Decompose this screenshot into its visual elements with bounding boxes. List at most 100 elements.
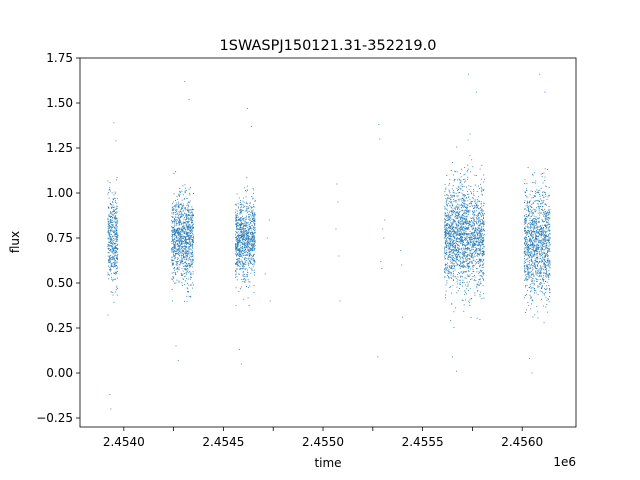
data-point (173, 228, 175, 230)
data-point (176, 252, 178, 254)
data-point (188, 290, 190, 292)
data-point (172, 213, 174, 215)
data-point (527, 209, 529, 211)
data-point (467, 241, 469, 243)
data-point (446, 229, 448, 231)
data-point (117, 266, 119, 268)
data-point (474, 211, 476, 213)
data-point (254, 214, 256, 215)
data-point (184, 207, 185, 209)
data-point (477, 238, 479, 239)
data-point (246, 209, 248, 211)
data-point (474, 252, 476, 254)
data-point (180, 251, 182, 253)
data-point (242, 207, 244, 209)
data-point (236, 244, 238, 246)
data-point (483, 246, 485, 248)
data-point (242, 240, 244, 242)
data-point (542, 244, 544, 246)
data-point (527, 278, 528, 280)
data-point (533, 218, 534, 220)
data-point (171, 272, 173, 274)
data-point (189, 244, 191, 246)
data-point (526, 274, 528, 276)
data-point (469, 220, 470, 222)
data-point (241, 261, 243, 263)
data-point (476, 258, 478, 260)
data-point (444, 277, 446, 279)
data-point (176, 261, 178, 263)
data-point (176, 223, 178, 225)
data-point (546, 243, 547, 245)
data-point (112, 257, 114, 259)
data-point (447, 231, 448, 233)
data-point (115, 207, 117, 209)
data-point (176, 230, 178, 231)
data-point (240, 264, 242, 266)
data-point (528, 268, 530, 269)
data-point (476, 207, 478, 209)
data-point (185, 229, 187, 231)
data-point (475, 239, 477, 241)
data-point (177, 253, 179, 255)
data-point (450, 243, 452, 245)
data-point (549, 238, 551, 240)
data-point (447, 227, 449, 229)
data-point (480, 270, 482, 272)
data-point (475, 215, 477, 216)
data-point (246, 254, 248, 256)
data-point (250, 223, 252, 224)
data-point (243, 205, 245, 207)
data-point (477, 238, 479, 240)
data-point (473, 236, 475, 238)
data-point (190, 259, 192, 261)
data-point (460, 216, 462, 218)
data-point (542, 233, 544, 235)
data-point (453, 249, 454, 251)
data-point (241, 209, 243, 211)
data-point (482, 222, 483, 224)
data-point (107, 225, 109, 227)
data-point (183, 248, 185, 250)
data-point (476, 317, 478, 319)
data-point (177, 221, 179, 223)
data-point (181, 240, 183, 242)
data-point (192, 247, 194, 249)
data-point (452, 252, 454, 254)
data-point (247, 232, 249, 234)
data-point (174, 204, 176, 206)
data-point (444, 242, 446, 244)
data-point (545, 273, 547, 275)
data-point (187, 209, 189, 211)
data-point (544, 231, 546, 232)
data-point (463, 194, 465, 196)
data-point (447, 219, 449, 221)
data-point (238, 258, 240, 259)
data-point (482, 250, 484, 252)
data-point (113, 301, 115, 303)
data-point (111, 257, 113, 258)
data-point (477, 205, 479, 207)
data-point (246, 208, 248, 210)
data-point (241, 248, 243, 250)
data-point (448, 230, 450, 232)
data-point (449, 225, 451, 227)
data-point (482, 238, 484, 240)
data-point (236, 224, 238, 226)
data-point (177, 201, 179, 203)
data-point (251, 232, 253, 234)
data-point (479, 283, 481, 285)
data-point (190, 242, 192, 244)
data-point (171, 261, 173, 263)
data-point (462, 244, 464, 245)
data-point (449, 271, 451, 273)
data-point (463, 232, 464, 234)
data-point (475, 203, 477, 204)
data-point (482, 239, 484, 241)
data-point (237, 231, 239, 233)
data-point (189, 194, 191, 196)
data-point (247, 238, 249, 240)
data-point (536, 268, 538, 270)
data-point (449, 252, 451, 254)
data-point (452, 231, 454, 233)
